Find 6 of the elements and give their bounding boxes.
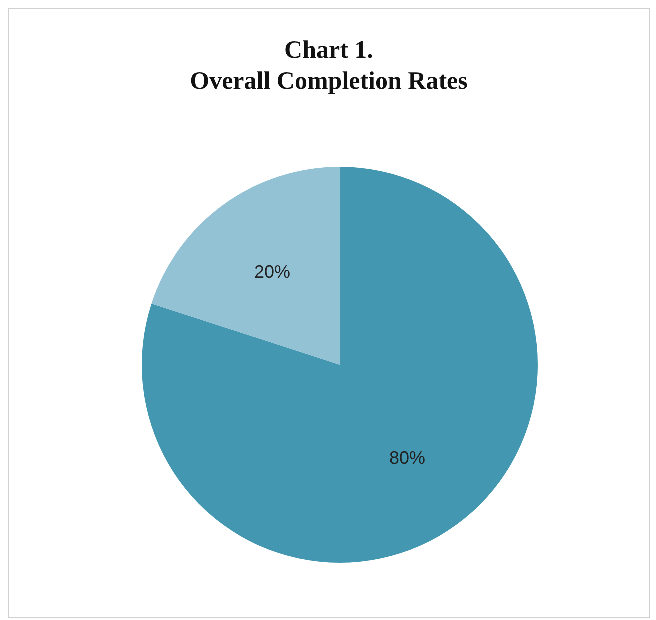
pie-slice <box>142 167 538 563</box>
chart-title: Chart 1. <box>284 36 374 66</box>
pie-slice <box>152 167 340 365</box>
chart-subtitle: Overall Completion Rates <box>189 67 469 97</box>
data-label: 80% <box>389 448 426 468</box>
data-label: 20% <box>254 262 291 282</box>
